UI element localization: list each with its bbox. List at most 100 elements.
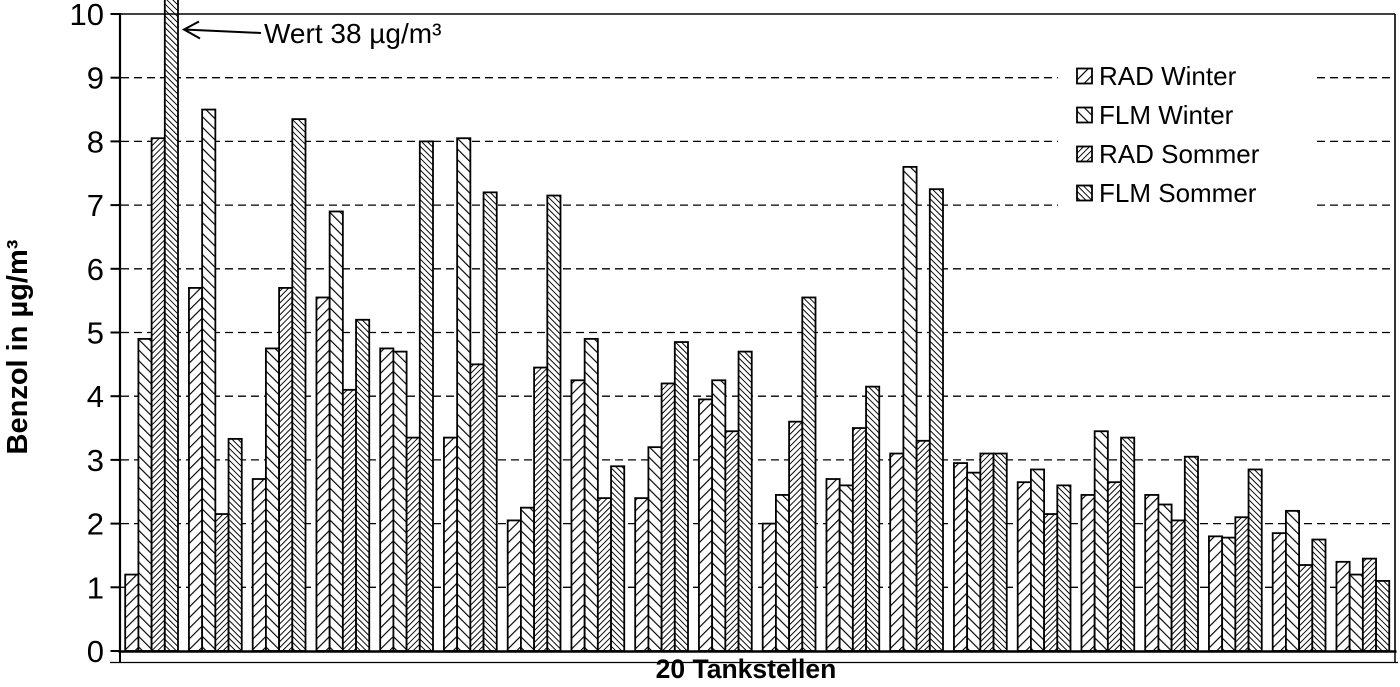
y-tick-label: 6 <box>87 252 104 287</box>
y-tick-label: 5 <box>87 316 104 351</box>
y-tick-label: 7 <box>87 188 104 223</box>
bar-rad-sommer <box>150 137 166 652</box>
bar-flm-sommer <box>1311 538 1327 652</box>
bar-flm-winter <box>392 350 408 652</box>
bar-flm-winter <box>838 484 854 652</box>
bar-rad-sommer <box>533 366 549 652</box>
bar-flm-sommer <box>865 385 881 652</box>
bar-flm-winter <box>902 165 918 652</box>
bar-rad-winter <box>1016 481 1032 652</box>
bar-flm-sommer <box>801 296 817 652</box>
bar-flm-winter <box>264 347 280 652</box>
legend-item-flm-winter: FLM Winter <box>1076 100 1234 130</box>
bar-flm-winter <box>1157 503 1173 652</box>
bar-rad-winter <box>315 296 331 652</box>
annotation-arrow-line <box>183 28 262 34</box>
bar-rad-sommer <box>851 427 867 652</box>
bar-flm-sommer <box>291 118 307 652</box>
bar-rad-sommer <box>596 497 612 652</box>
legend-swatch-rad-winter <box>1076 67 1093 85</box>
bar-flm-sommer <box>1120 436 1136 652</box>
bar-flm-sommer <box>737 350 753 652</box>
legend-background <box>1058 44 1314 212</box>
legend-label: FLM Sommer <box>1099 178 1257 208</box>
bar-rad-winter <box>1271 532 1287 652</box>
bar-rad-sommer <box>1361 557 1377 652</box>
y-tick-label: 3 <box>87 443 104 478</box>
bar-rad-sommer <box>214 513 230 652</box>
legend-swatch-flm-sommer <box>1076 184 1093 202</box>
bar-rad-winter <box>570 379 586 652</box>
annotation: Wert 38 µg/m³ <box>181 18 441 49</box>
y-tick-label: 0 <box>87 634 104 669</box>
y-axis-title: Benzol in µg/m³ <box>2 239 34 454</box>
bar-rad-winter <box>379 347 395 652</box>
bar-flm-sommer <box>610 465 626 652</box>
bar-flm-sommer <box>673 341 689 652</box>
bar-rad-winter <box>953 462 969 652</box>
bar-rad-sommer <box>1234 516 1250 652</box>
legend-swatch-flm-winter <box>1076 106 1093 124</box>
bar-rad-sommer <box>1043 513 1059 652</box>
x-axis-title: 20 Tankstellen <box>656 654 837 684</box>
bar-rad-winter <box>825 478 841 652</box>
bar-flm-winter <box>1030 468 1046 652</box>
annotation-text: Wert 38 µg/m³ <box>264 18 441 49</box>
bar-rad-winter <box>1080 494 1096 652</box>
bar-rad-winter <box>443 436 459 652</box>
bar-rad-winter <box>634 497 650 652</box>
bar-rad-sommer <box>724 430 740 652</box>
bar-rad-winter <box>251 478 267 652</box>
bar-rad-winter <box>761 522 777 652</box>
bar-flm-sommer <box>1375 580 1391 652</box>
bar-rad-sommer <box>979 452 995 652</box>
bar-flm-winter <box>137 337 153 652</box>
bar-flm-winter <box>1285 509 1301 652</box>
bar-flm-sommer <box>1183 455 1199 652</box>
bar-rad-sommer <box>405 436 421 652</box>
bar-flm-sommer <box>546 194 562 652</box>
bar-flm-winter <box>583 337 599 652</box>
bar-flm-winter <box>1093 430 1109 652</box>
bar-flm-sommer <box>482 191 498 652</box>
bar-flm-winter <box>456 137 472 652</box>
bar-flm-sommer <box>355 318 371 652</box>
bar-rad-winter <box>1208 535 1224 652</box>
bar-rad-sommer <box>341 388 357 652</box>
bar-flm-winter <box>201 108 217 652</box>
legend-label: RAD Winter <box>1099 61 1237 91</box>
y-tick-label: 9 <box>87 61 104 96</box>
bar-rad-winter <box>1144 494 1160 652</box>
bar-flm-sommer <box>227 437 243 652</box>
bar-rad-winter <box>1335 560 1351 652</box>
bar-rad-winter <box>506 519 522 652</box>
bar-rad-winter <box>698 398 714 652</box>
bar-flm-winter <box>711 379 727 652</box>
annotation-arrow-head <box>181 20 201 40</box>
legend-item-flm-sommer: FLM Sommer <box>1076 178 1257 208</box>
legend-swatch-rad-sommer <box>1076 145 1093 163</box>
bar-rad-sommer <box>278 287 294 652</box>
axes <box>110 13 1398 664</box>
bar-flm-sommer <box>1056 484 1072 652</box>
y-tick-label: 4 <box>87 379 104 414</box>
bar-rad-sommer <box>1298 564 1314 652</box>
legend-item-rad-sommer: RAD Sommer <box>1076 139 1260 169</box>
bar-flm-sommer <box>928 188 944 652</box>
bar-flm-sommer <box>418 140 434 652</box>
bar-rad-sommer <box>469 363 485 652</box>
y-tick-label: 10 <box>70 0 104 32</box>
bar-rad-sommer <box>915 439 931 652</box>
bar-rad-sommer <box>788 420 804 652</box>
bar-rad-winter <box>188 287 204 652</box>
legend-label: RAD Sommer <box>1099 139 1260 169</box>
bar-rad-sommer <box>660 382 676 652</box>
y-tick-label: 2 <box>87 507 104 542</box>
bar-flm-sommer <box>992 452 1008 652</box>
bar-flm-sommer <box>163 0 179 652</box>
bar-flm-winter <box>328 210 344 652</box>
bar-rad-sommer <box>1106 481 1122 652</box>
bar-rad-winter <box>889 452 905 652</box>
